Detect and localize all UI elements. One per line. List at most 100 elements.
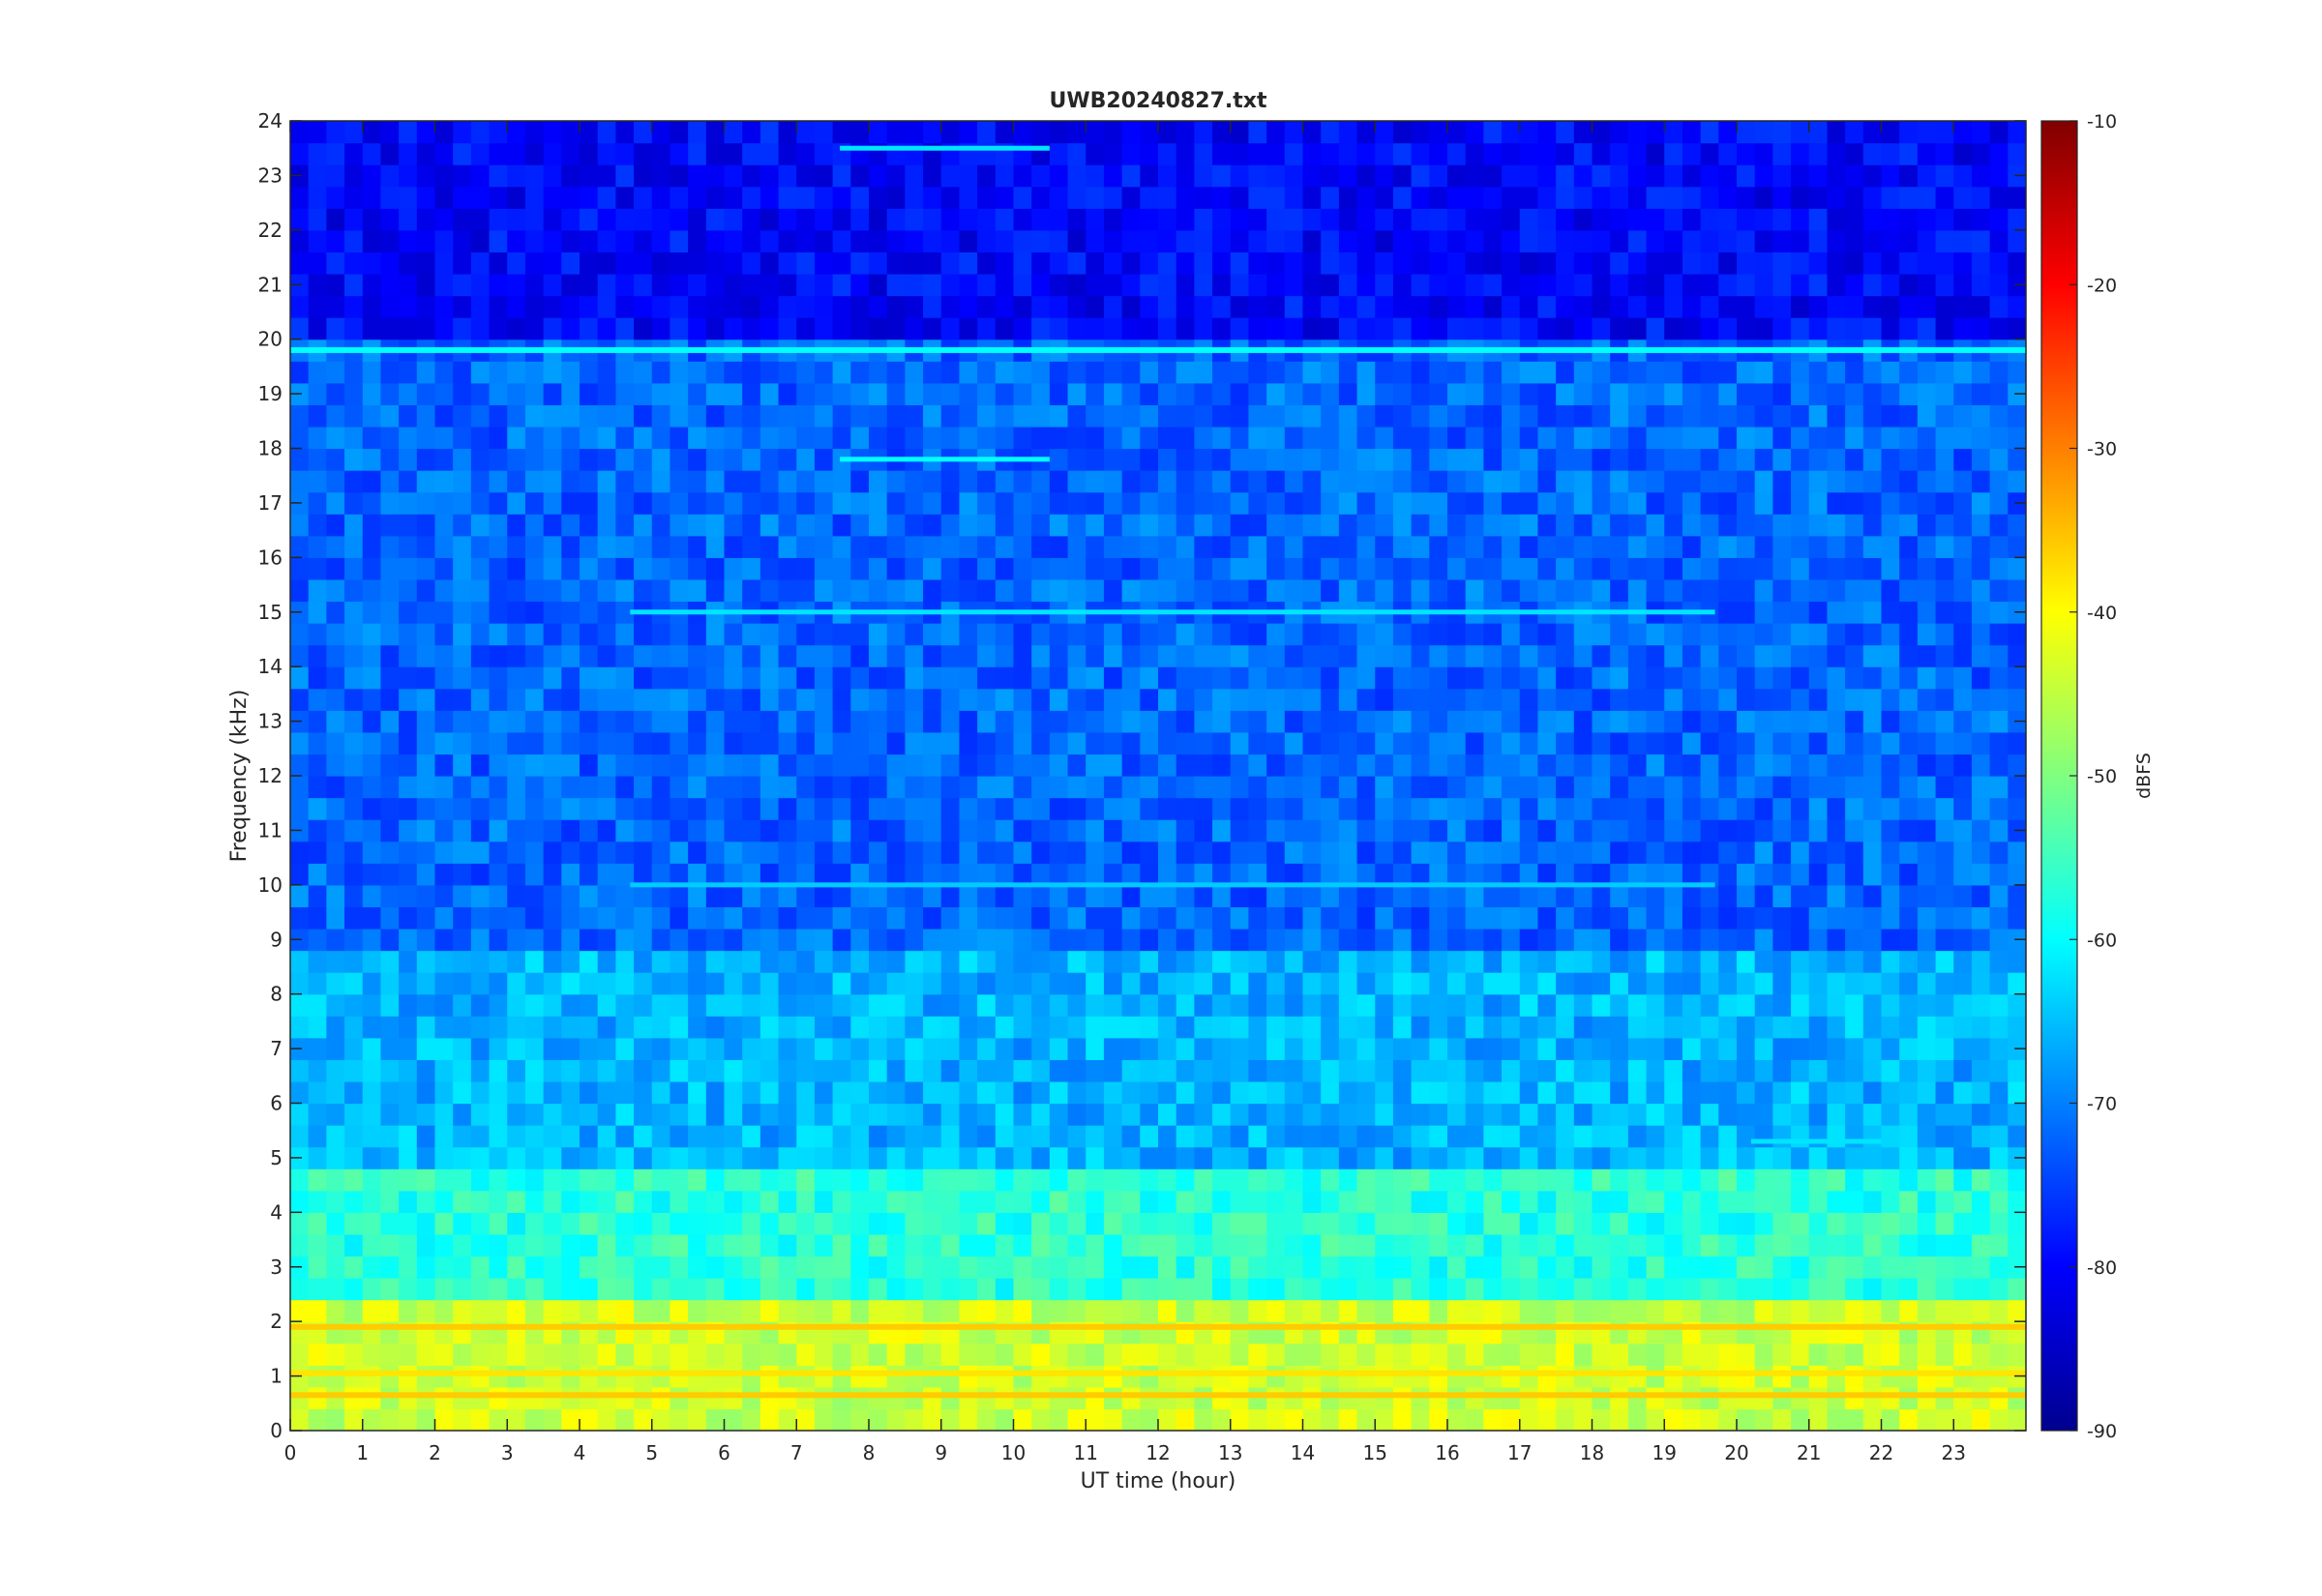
spectrogram-cell [1338, 776, 1358, 799]
spectrogram-cell [1754, 928, 1773, 952]
spectrogram-cell [580, 906, 599, 930]
spectrogram-cell [470, 1408, 491, 1431]
spectrogram-cell [1121, 623, 1141, 646]
spectrogram-cell [1266, 1386, 1286, 1410]
spectrogram-cell [1121, 972, 1141, 995]
spectrogram-cell [1718, 863, 1738, 886]
spectrogram-cell [832, 208, 851, 231]
spectrogram-cell [1592, 1299, 1611, 1322]
spectrogram-cell [1230, 731, 1250, 755]
spectrogram-cell [832, 317, 851, 340]
spectrogram-cell [778, 1278, 797, 1301]
spectrogram-cell [1067, 1190, 1087, 1213]
spectrogram-cell [1284, 950, 1304, 973]
spectrogram-cell [1556, 251, 1575, 275]
spectrogram-cell [1627, 1256, 1648, 1279]
spectrogram-cell [796, 1125, 816, 1148]
spectrogram-cell [308, 1168, 327, 1192]
spectrogram-cell [1429, 426, 1448, 450]
spectrogram-cell [1592, 208, 1611, 231]
spectrogram-cell [1284, 164, 1304, 188]
spectrogram-cell [290, 535, 310, 558]
spectrogram-cell [1121, 731, 1141, 755]
spectrogram-cell [1140, 644, 1159, 667]
spectrogram-cell [1158, 448, 1177, 471]
spectrogram-cell [1375, 1386, 1394, 1410]
spectrogram-cell [597, 884, 616, 907]
spectrogram-cell [380, 906, 400, 930]
spectrogram-cell [905, 841, 924, 864]
spectrogram-cell [814, 972, 834, 995]
spectrogram-cell [1772, 928, 1792, 952]
spectrogram-cell [1502, 666, 1521, 690]
spectrogram-cell [1483, 382, 1503, 405]
spectrogram-cell [1429, 164, 1448, 188]
spectrogram-cell [1502, 578, 1521, 603]
spectrogram-cell [543, 535, 562, 558]
spectrogram-cell [1140, 863, 1159, 886]
spectrogram-cell [724, 1386, 743, 1410]
spectrogram-cell [1592, 121, 1611, 144]
spectrogram-cell [1483, 426, 1503, 450]
spectrogram-cell [1302, 514, 1322, 537]
spectrogram-cell [1718, 426, 1738, 450]
spectrogram-cell [1754, 229, 1773, 252]
spectrogram-cell [959, 295, 978, 318]
spectrogram-cell [470, 688, 491, 711]
spectrogram-cell [1121, 1278, 1141, 1301]
spectrogram-cell [814, 644, 834, 667]
spectrogram-cell [724, 1299, 743, 1322]
spectrogram-cell [1791, 1190, 1810, 1213]
spectrogram-cell [507, 1016, 526, 1039]
spectrogram-cell [1049, 797, 1069, 820]
spectrogram-cell [1103, 841, 1123, 864]
spectrogram-cell [759, 1037, 780, 1060]
spectrogram-cell [1700, 382, 1719, 405]
spectrogram-cell [1194, 623, 1213, 646]
spectrogram-cell [1121, 186, 1141, 209]
spectrogram-cell [1610, 317, 1629, 340]
spectrogram-cell [580, 928, 599, 952]
spectrogram-cell [1121, 142, 1141, 165]
spectrogram-cell [524, 295, 545, 318]
spectrogram-cell [362, 317, 382, 340]
spectrogram-cell [1067, 1408, 1087, 1431]
spectrogram-cell [832, 1386, 851, 1410]
spectrogram-cell [524, 578, 545, 603]
spectrogram-cell [1592, 1343, 1611, 1366]
spectrogram-cell [507, 1080, 526, 1105]
spectrogram-cell [1338, 1146, 1358, 1169]
spectrogram-cell [308, 972, 327, 995]
spectrogram-cell [290, 1233, 310, 1257]
spectrogram-cell [380, 404, 400, 428]
spectrogram-cell [1194, 863, 1213, 886]
spectrogram-cell [326, 514, 345, 537]
spectrogram-cell [688, 121, 707, 144]
spectrogram-cell [905, 1343, 924, 1366]
spectrogram-cell [724, 514, 743, 537]
spectrogram-cell [1176, 1103, 1195, 1126]
spectrogram-cell [1248, 1233, 1267, 1257]
spectrogram-cell [1176, 229, 1195, 252]
spectrogram-cell [1556, 382, 1575, 405]
spectrogram-cell [1086, 273, 1105, 297]
spectrogram-cell [1067, 1016, 1087, 1039]
spectrogram-cell [1086, 884, 1105, 907]
spectrogram-cell [470, 623, 491, 646]
spectrogram-cell [1502, 1190, 1521, 1213]
spectrogram-cell [453, 142, 472, 165]
spectrogram-cell [1592, 142, 1611, 165]
spectrogram-cell [1465, 972, 1484, 995]
spectrogram-cell [705, 993, 726, 1017]
spectrogram-cell [688, 1037, 707, 1060]
spectrogram-cell [850, 950, 870, 973]
spectrogram-cell [1465, 884, 1484, 907]
spectrogram-cell [940, 121, 961, 144]
spectrogram-cell [453, 1080, 472, 1105]
spectrogram-cell [326, 382, 345, 405]
spectrogram-cell [399, 208, 418, 231]
spectrogram-cell [1321, 906, 1340, 930]
spectrogram-cell [1754, 1059, 1773, 1082]
spectrogram-cell [615, 688, 635, 711]
spectrogram-cell [1013, 841, 1032, 864]
